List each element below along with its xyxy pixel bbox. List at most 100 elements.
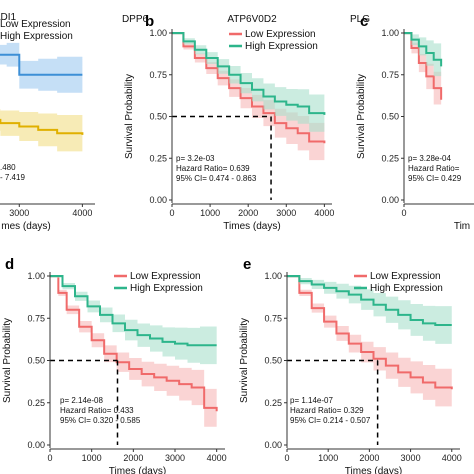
y-tick-label: 0.00 <box>27 440 45 450</box>
y-tick-label: 0.25 <box>264 398 282 408</box>
x-axis-title: Times (days) <box>109 466 166 474</box>
survival-curve <box>50 275 218 412</box>
x-tick-label: 3000 <box>401 453 421 463</box>
stat-line: Hazard Ratio= 0.639 <box>176 164 250 173</box>
confidence-band <box>404 33 442 87</box>
y-axis-title: Survival Probability <box>2 318 13 403</box>
plot-area <box>287 275 453 410</box>
legend-label: Low Expression <box>245 29 316 40</box>
x-tick-label: 0 <box>401 208 406 218</box>
stat-line: p= 2.14e-08 <box>60 396 103 405</box>
survival-curve <box>0 53 83 76</box>
y-tick-label: 1.00 <box>149 28 167 38</box>
confidence-band <box>0 108 83 155</box>
stat-line: - 7.419 <box>0 173 25 182</box>
legend-label: Low Expression <box>0 19 71 30</box>
legend-label: Low Expression <box>370 271 441 282</box>
x-tick-label: 0 <box>284 453 289 463</box>
y-tick-label: 0.50 <box>264 356 282 366</box>
x-tick-label: 2000 <box>238 208 258 218</box>
x-axis-title: mes (days) <box>1 221 50 232</box>
panel-title: ATP6V0D2 <box>227 14 277 25</box>
plot-area <box>0 42 84 155</box>
plot-area <box>172 32 326 164</box>
y-tick-label: 0.75 <box>27 313 45 323</box>
stat-line: Hazard Ratio= 0.329 <box>290 406 364 415</box>
legend-label: High Expression <box>0 31 73 42</box>
survival-curve <box>404 32 443 67</box>
legend-label: Low Expression <box>130 271 201 282</box>
panel-title: PLG <box>350 14 370 25</box>
x-tick-label: 3000 <box>165 453 185 463</box>
x-tick-label: 4000 <box>207 453 227 463</box>
stat-line: p= 3.28e-04 <box>408 154 451 163</box>
stat-line: 95% CI= 0.474 - 0.863 <box>176 174 257 183</box>
panel-letter: d <box>5 256 14 273</box>
legend-label: High Expression <box>130 283 203 294</box>
y-tick-label: 0.25 <box>381 153 399 163</box>
plot-area <box>50 275 218 432</box>
x-tick-label: 1000 <box>318 453 338 463</box>
stat-line: p= 1.14e-07 <box>290 396 333 405</box>
x-tick-label: 3000 <box>276 208 296 218</box>
x-axis-title: Times (days) <box>345 466 402 474</box>
y-tick-label: 1.00 <box>27 271 45 281</box>
panel-title: DPP6 <box>122 14 149 25</box>
confidence-band <box>287 276 452 346</box>
survival-curve <box>172 32 326 115</box>
x-axis-title: Tim <box>454 221 470 232</box>
km-panel-c: 0.00 0.25 0.50 0.75 1.00 Survival Probability… <box>356 13 474 232</box>
y-tick-label: 0.00 <box>149 195 167 205</box>
panel-letter: b <box>145 13 154 30</box>
x-tick-label: 4000 <box>314 208 334 218</box>
x-tick-label: 4000 <box>442 453 462 463</box>
legend-label: High Expression <box>370 283 443 294</box>
confidence-band <box>0 42 83 95</box>
x-axis-title: Times (days) <box>223 221 280 232</box>
km-panel-b: 0.00 0.25 0.50 0.75 1.00 Survival Probability… <box>124 13 334 232</box>
x-tick-label: 2000 <box>123 453 143 463</box>
confidence-band <box>50 276 217 432</box>
x-tick-label: 0 <box>47 453 52 463</box>
survival-curve <box>287 275 453 390</box>
y-axis-title: Survival Probability <box>124 74 135 159</box>
km-panel-a: 3000 4000 mes (days) ADI1Low ExpressionHigh… <box>0 12 95 232</box>
plot-area <box>404 32 443 120</box>
stat-line: 95% CI= 0.320 - 0.585 <box>60 416 141 425</box>
survival-curve <box>0 118 84 135</box>
survival-curve <box>287 275 452 327</box>
y-tick-label: 0.50 <box>27 356 45 366</box>
km-panel-e: 0.00 0.25 0.50 0.75 1.00 Survival Probability… <box>239 14 462 474</box>
panel-letter: e <box>243 256 251 273</box>
y-tick-label: 0.25 <box>27 398 45 408</box>
x-tick-label: 0 <box>169 208 174 218</box>
y-tick-label: 0.50 <box>149 112 167 122</box>
y-tick-label: 0.75 <box>264 313 282 323</box>
x-tick-label: 2000 <box>359 453 379 463</box>
y-tick-label: 0.75 <box>149 70 167 80</box>
y-tick-label: 0.00 <box>381 195 399 205</box>
km-panel-d: 0.00 0.25 0.50 0.75 1.00 Survival Probability… <box>2 14 227 474</box>
survival-curve <box>50 275 217 347</box>
y-tick-label: 0.75 <box>381 70 399 80</box>
x-tick-label: 1000 <box>200 208 220 218</box>
x-tick-label: 1000 <box>82 453 102 463</box>
y-tick-label: 1.00 <box>264 271 282 281</box>
y-tick-label: 1.00 <box>381 28 399 38</box>
panel-title: ADI1 <box>0 12 17 23</box>
y-axis-title: Survival Probability <box>239 318 250 403</box>
panel-letter: c <box>360 13 368 30</box>
stat-line: 95% CI= 0.429 <box>408 174 462 183</box>
stat-line: .480 <box>0 163 16 172</box>
stat-line: 95% CI= 0.214 - 0.507 <box>290 416 371 425</box>
stat-line: Hazard Ratio= <box>408 164 460 173</box>
y-tick-label: 0.00 <box>264 440 282 450</box>
y-tick-label: 0.25 <box>149 153 167 163</box>
y-tick-label: 0.50 <box>381 112 399 122</box>
x-tick-label: 4000 <box>72 208 92 218</box>
y-axis-title: Survival Probability <box>356 74 367 159</box>
stat-line: p= 3.2e-03 <box>176 154 215 163</box>
legend-label: High Expression <box>245 41 318 52</box>
stat-line: Hazard Ratio= 0.433 <box>60 406 134 415</box>
